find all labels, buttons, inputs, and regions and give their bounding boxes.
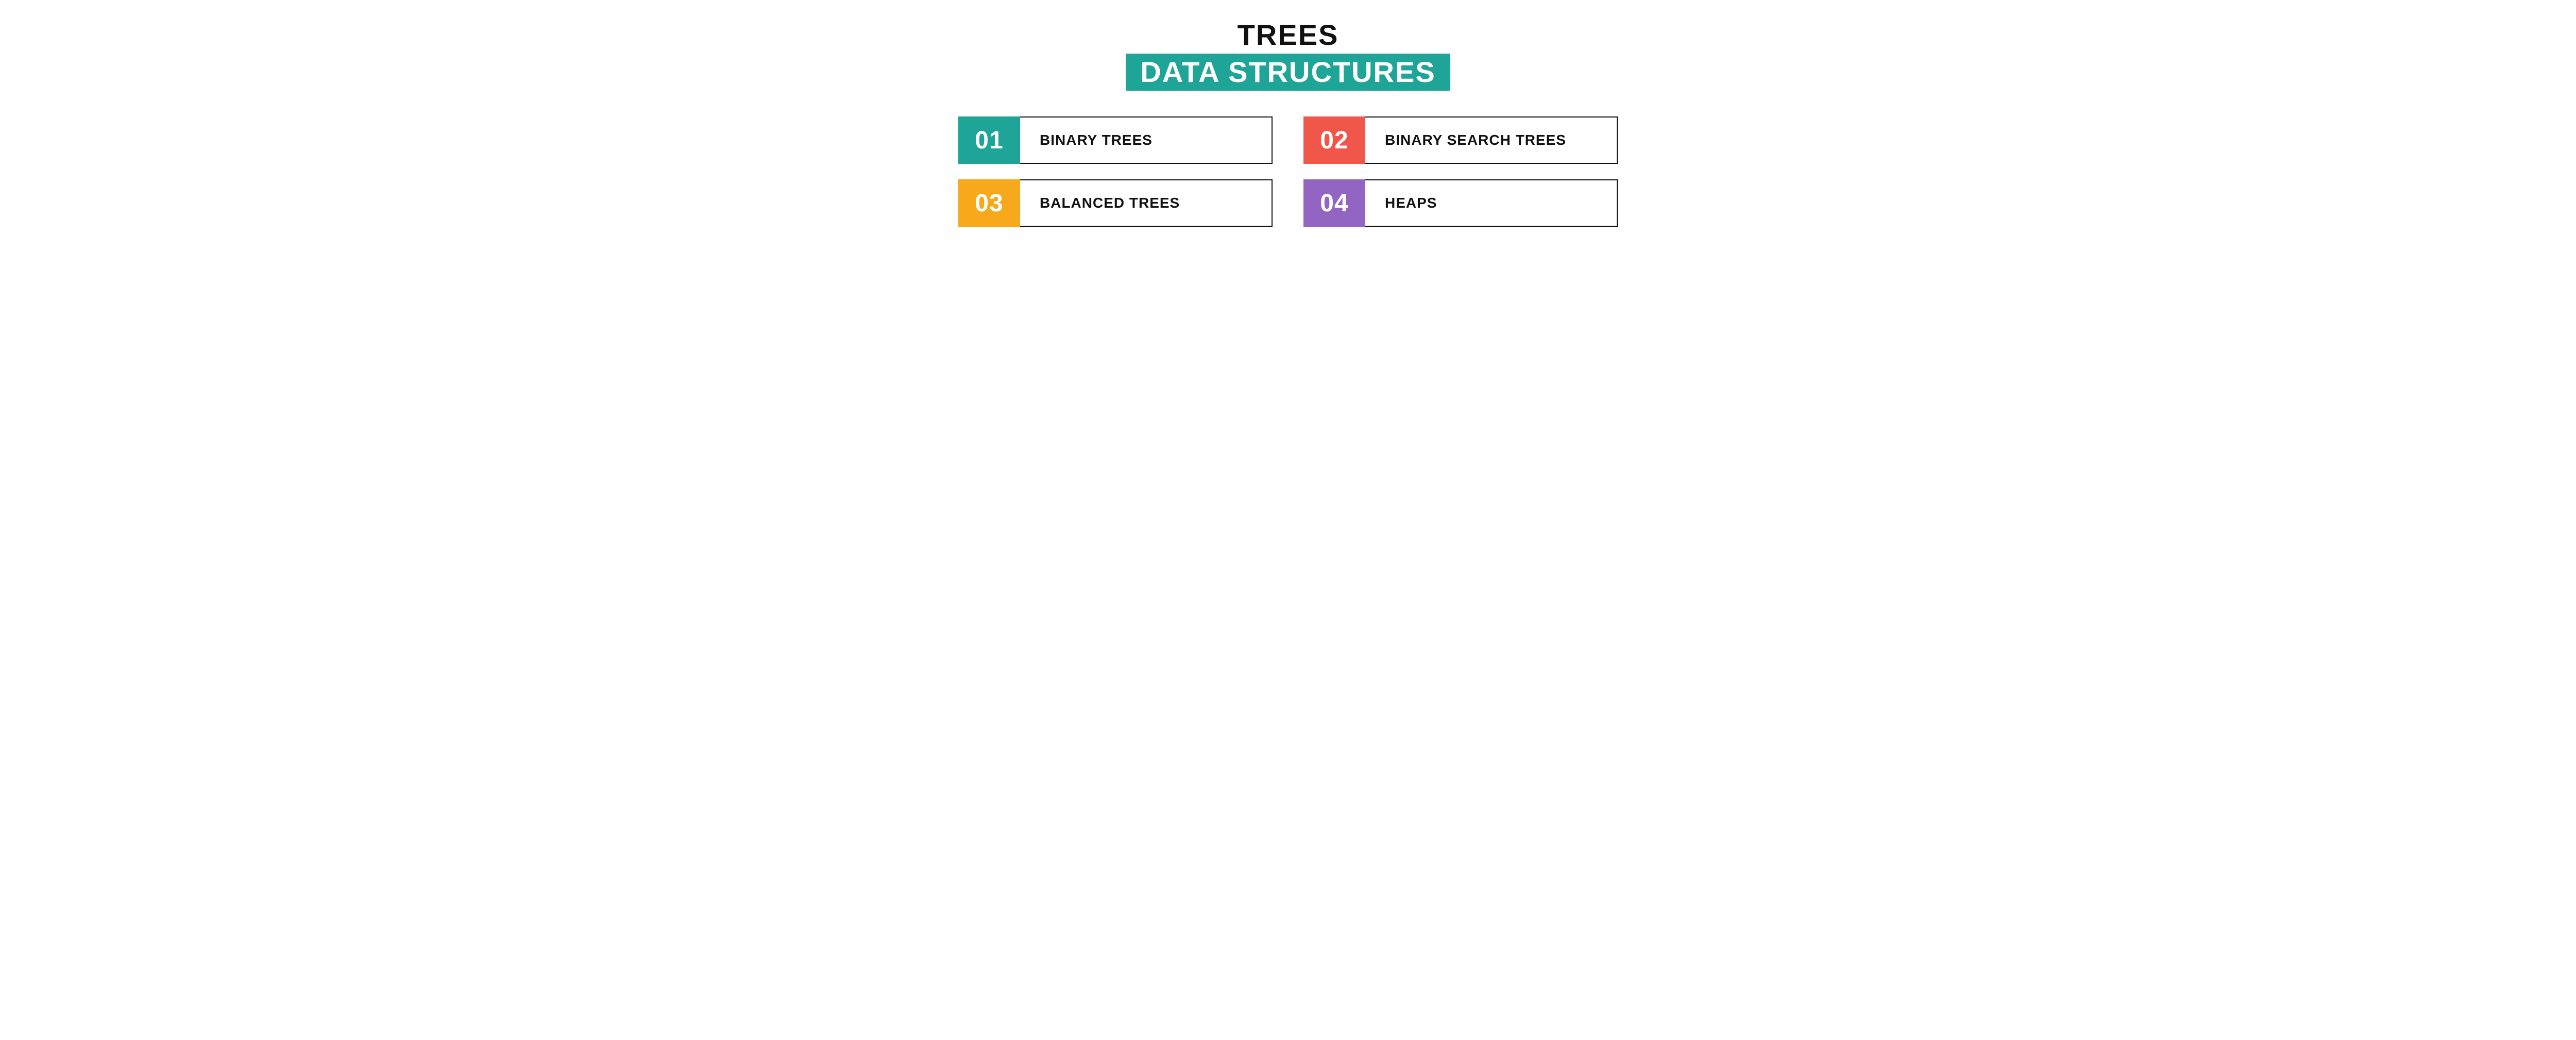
list-item: 01 BINARY TREES (958, 116, 1273, 164)
item-number-box: 04 (1303, 179, 1365, 227)
page-subtitle: DATA STRUCTURES (1140, 58, 1435, 87)
header: TREES DATA STRUCTURES (1126, 21, 1450, 91)
list-item: 03 BALANCED TREES (958, 179, 1273, 227)
list-item: 02 BINARY SEARCH TREES (1303, 116, 1618, 164)
item-label: BINARY TREES (1040, 132, 1153, 148)
page-title: TREES (1238, 21, 1339, 49)
items-grid: 01 BINARY TREES 02 BINARY SEARCH TREES 0… (958, 116, 1618, 227)
item-number: 01 (975, 126, 1003, 155)
item-number: 02 (1320, 126, 1348, 155)
item-label-box: BINARY SEARCH TREES (1365, 116, 1618, 164)
item-label: HEAPS (1385, 195, 1437, 211)
item-label: BINARY SEARCH TREES (1385, 132, 1566, 148)
item-number-box: 03 (958, 179, 1020, 227)
subtitle-box: DATA STRUCTURES (1126, 54, 1450, 91)
item-number-box: 02 (1303, 116, 1365, 164)
item-number-box: 01 (958, 116, 1020, 164)
item-label: BALANCED TREES (1040, 195, 1180, 211)
list-item: 04 HEAPS (1303, 179, 1618, 227)
item-label-box: HEAPS (1365, 179, 1618, 227)
item-label-box: BALANCED TREES (1020, 179, 1273, 227)
item-number: 04 (1320, 189, 1348, 217)
item-label-box: BINARY TREES (1020, 116, 1273, 164)
item-number: 03 (975, 189, 1003, 217)
